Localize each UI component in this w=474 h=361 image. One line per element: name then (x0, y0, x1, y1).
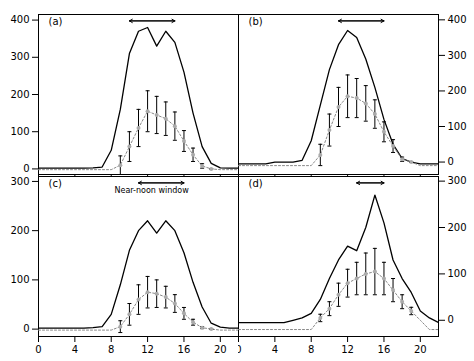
svg-text:0: 0 (35, 344, 41, 355)
svg-text:300: 300 (10, 51, 29, 62)
svg-text:400: 400 (10, 14, 29, 25)
svg-text:8: 8 (108, 344, 114, 355)
svg-text:0: 0 (23, 163, 29, 174)
svg-text:400: 400 (448, 14, 467, 25)
svg-text:0: 0 (238, 344, 242, 355)
svg-text:300: 300 (448, 50, 467, 61)
svg-text:16: 16 (378, 344, 391, 355)
svg-text:200: 200 (10, 89, 29, 100)
svg-text:8: 8 (308, 344, 314, 355)
svg-text:Near-noon window: Near-noon window (115, 186, 190, 195)
svg-text:200: 200 (10, 225, 29, 236)
svg-text:200: 200 (448, 222, 467, 233)
svg-text:(d): (d) (249, 178, 263, 189)
svg-text:4: 4 (72, 344, 78, 355)
svg-text:300: 300 (448, 176, 467, 186)
svg-text:(c): (c) (49, 178, 62, 189)
svg-text:100: 100 (448, 121, 467, 132)
svg-text:100: 100 (448, 268, 467, 279)
svg-text:20: 20 (414, 344, 427, 355)
svg-text:(a): (a) (49, 16, 63, 27)
svg-text:200: 200 (448, 85, 467, 96)
svg-text:12: 12 (141, 344, 154, 355)
svg-text:0: 0 (23, 323, 29, 334)
svg-text:20: 20 (214, 344, 227, 355)
svg-text:0: 0 (448, 156, 454, 167)
svg-text:(b): (b) (249, 16, 263, 27)
svg-text:12: 12 (341, 344, 354, 355)
svg-text:100: 100 (10, 274, 29, 285)
svg-text:300: 300 (10, 176, 29, 187)
svg-text:0: 0 (448, 314, 454, 325)
svg-text:4: 4 (272, 344, 278, 355)
svg-text:16: 16 (178, 344, 191, 355)
svg-text:100: 100 (10, 126, 29, 137)
